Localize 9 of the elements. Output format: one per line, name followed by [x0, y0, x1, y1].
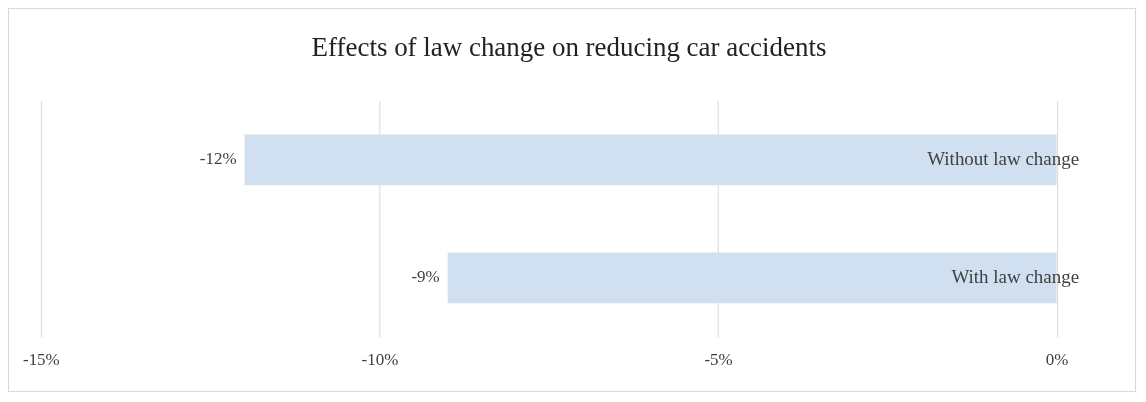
y-tick-label: With law change [951, 265, 1080, 287]
data-label: -12% [199, 149, 237, 169]
x-tick-label: 0% [1045, 350, 1069, 370]
x-tick-label: -10% [361, 350, 399, 370]
x-tick-label: -5% [704, 350, 733, 370]
y-tick-label: Without law change [927, 147, 1080, 169]
data-label: -9% [411, 267, 440, 287]
x-tick-label: -15% [22, 350, 60, 370]
chart-title: Effects of law change on reducing car accidents [311, 32, 827, 63]
